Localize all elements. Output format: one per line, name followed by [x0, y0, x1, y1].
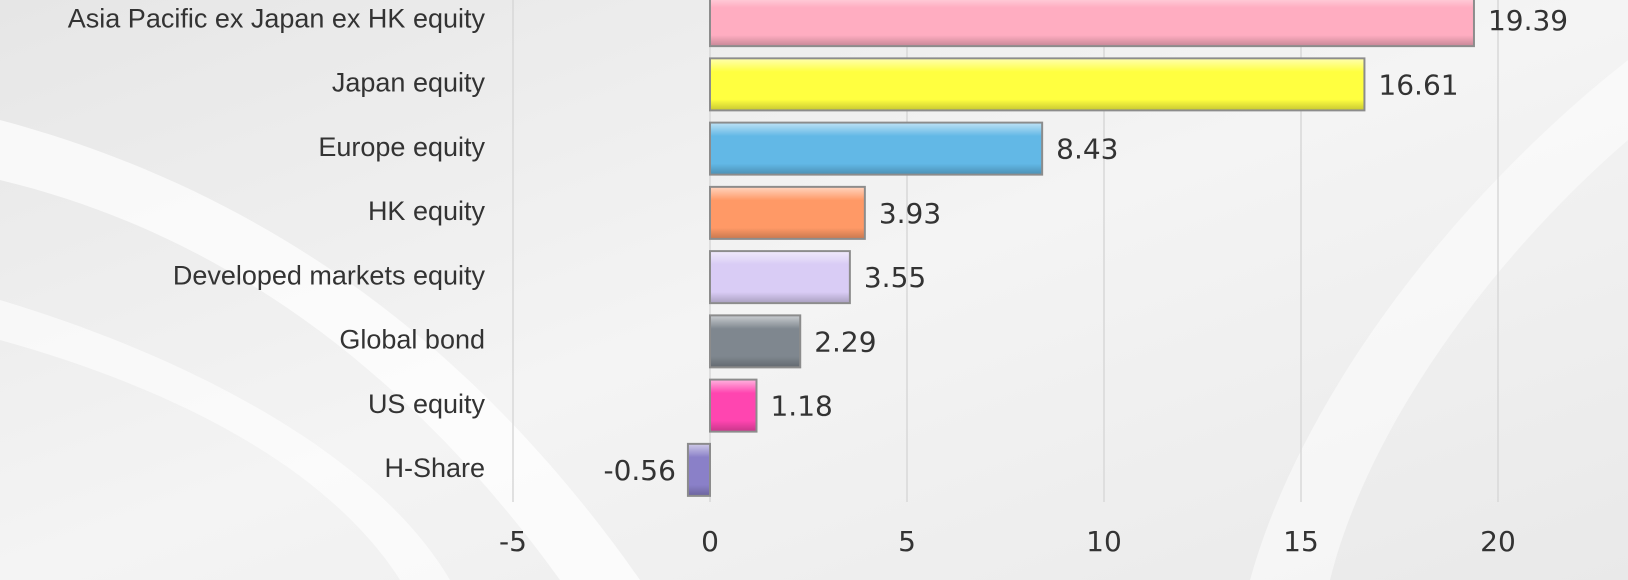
background-swoosh	[0, 300, 450, 580]
data-label: 1.18	[770, 390, 832, 423]
bar-shine	[711, 187, 864, 238]
x-tick-label: 0	[701, 525, 719, 558]
bar-shine	[688, 444, 709, 495]
category-label: Europe equity	[318, 132, 485, 162]
bar-shine	[711, 0, 1473, 46]
data-label: -0.56	[603, 454, 675, 487]
data-label: 8.43	[1056, 133, 1118, 166]
data-label: 2.29	[814, 325, 876, 358]
category-label: Developed markets equity	[173, 260, 486, 290]
bars	[686, 0, 1475, 497]
bar-shine	[711, 380, 756, 431]
data-label: 16.61	[1378, 68, 1458, 101]
data-label: 19.39	[1488, 4, 1568, 37]
labels: -5 0 5 10 15 20 Asia Pacific ex Japan ex HK eq…	[68, 3, 1568, 558]
data-label: 3.55	[864, 261, 926, 294]
x-tick-label: 10	[1086, 525, 1122, 558]
x-tick-label: 20	[1480, 525, 1516, 558]
category-label: Japan equity	[332, 68, 486, 98]
data-label: 3.93	[879, 197, 941, 230]
category-label: Asia Pacific ex Japan ex HK equity	[68, 3, 486, 33]
category-label: H-Share	[384, 453, 485, 483]
category-label: HK equity	[368, 196, 486, 226]
bar-shine	[711, 316, 800, 367]
x-tick-label: -5	[499, 525, 527, 558]
x-tick-label: 15	[1283, 525, 1319, 558]
background-swoosh	[1250, 60, 1628, 580]
background-swoosh	[0, 120, 640, 580]
category-label: Global bond	[339, 325, 485, 355]
bar-shine	[711, 123, 1042, 174]
bar-shine	[711, 59, 1364, 110]
bar-shine	[711, 252, 849, 303]
category-label: US equity	[368, 389, 486, 419]
x-tick-label: 5	[898, 525, 916, 558]
